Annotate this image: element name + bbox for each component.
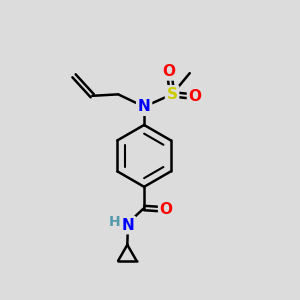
Text: O: O (160, 202, 173, 217)
Text: O: O (163, 64, 176, 79)
Text: S: S (167, 87, 178, 102)
Text: N: N (122, 218, 134, 232)
Text: H: H (109, 214, 121, 229)
Text: N: N (138, 99, 151, 114)
Text: O: O (189, 89, 202, 104)
